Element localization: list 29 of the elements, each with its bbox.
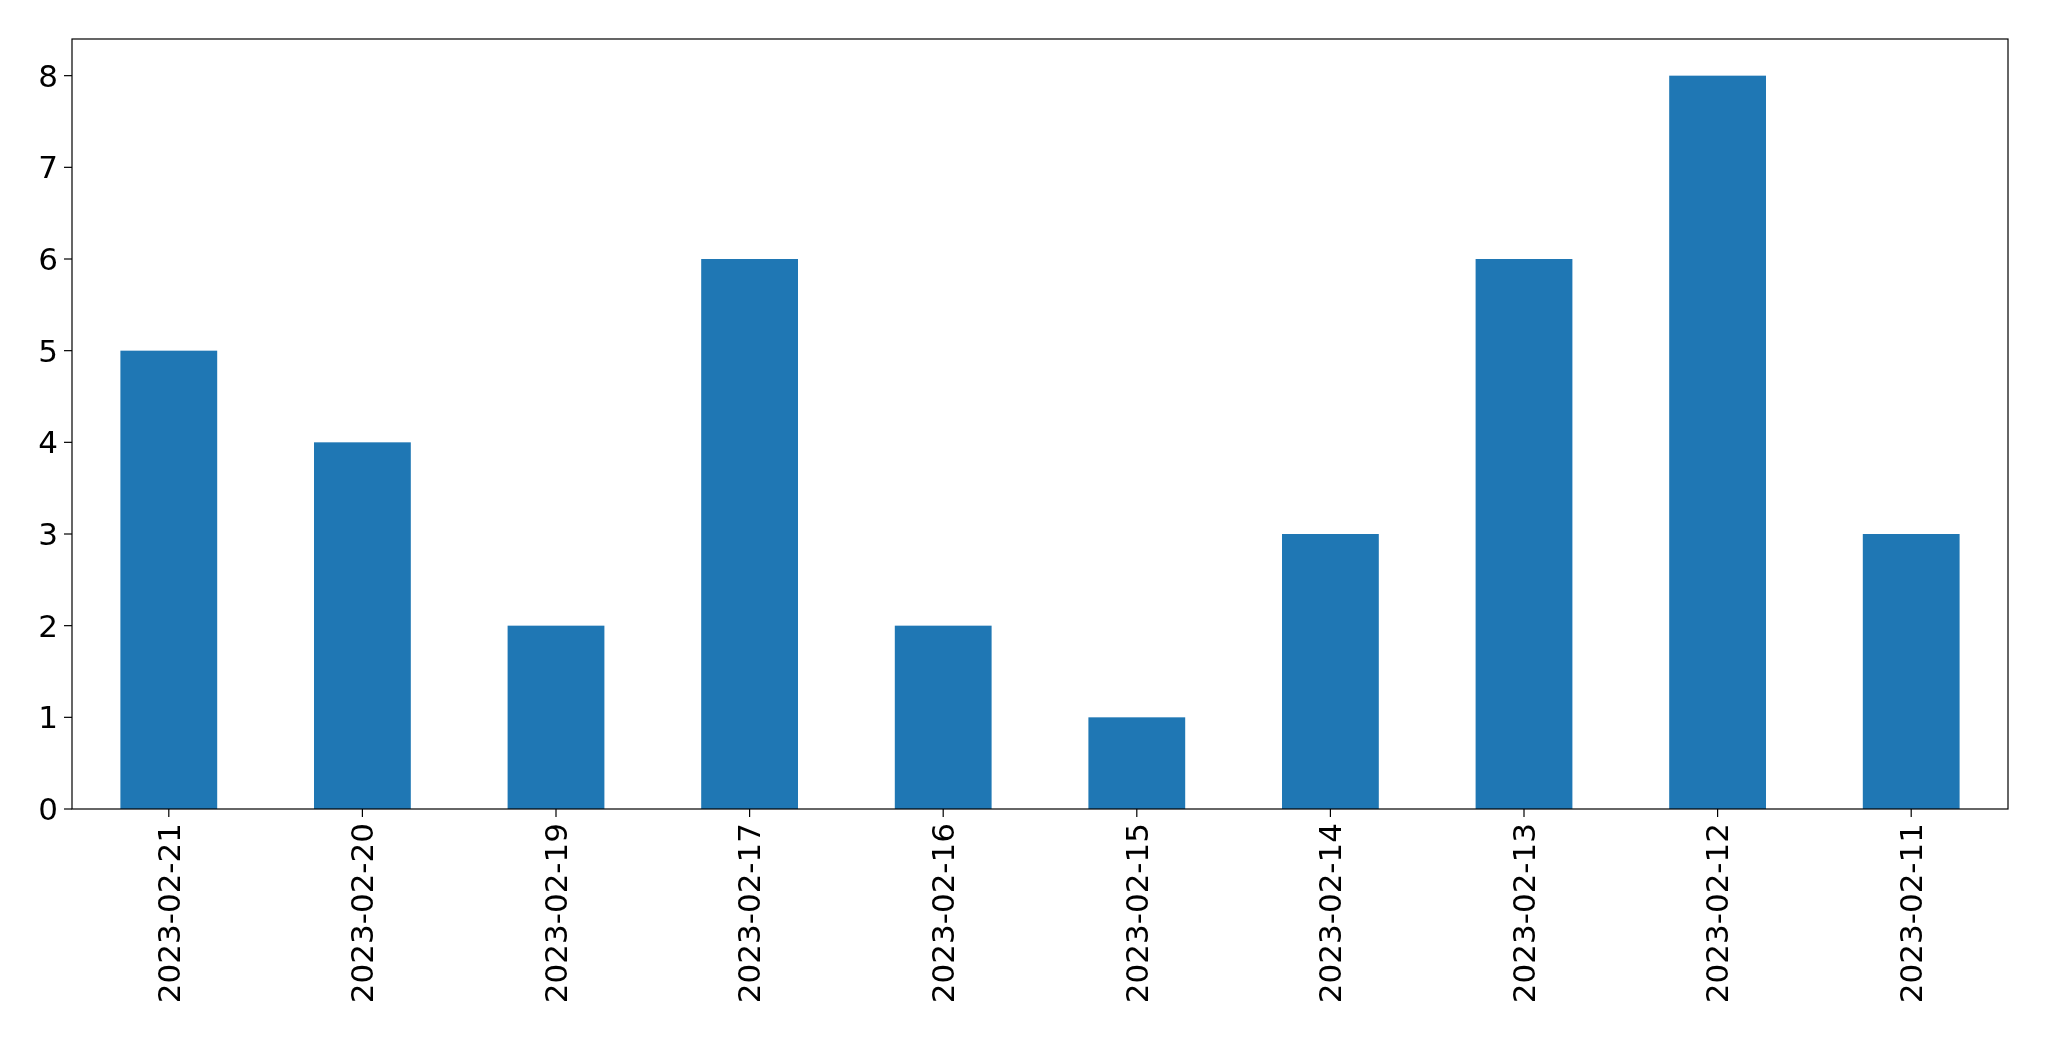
x-tick-label: 2023-02-13	[1505, 823, 1542, 1004]
x-tick-label: 2023-02-20	[344, 823, 381, 1004]
x-tick-label: 2023-02-16	[925, 823, 962, 1004]
x-tick-label: 2023-02-14	[1312, 823, 1349, 1004]
y-tick-label: 0	[38, 790, 58, 827]
x-tick-label: 2023-02-17	[731, 823, 768, 1004]
x-tick-label: 2023-02-21	[150, 823, 187, 1004]
y-tick-label: 6	[38, 240, 58, 277]
bar	[701, 259, 798, 809]
y-tick-label: 4	[38, 424, 58, 461]
bar	[1475, 259, 1573, 809]
bar	[1282, 534, 1379, 809]
bar	[1669, 75, 1766, 809]
bar	[894, 625, 992, 809]
x-tick-label: 2023-02-12	[1699, 823, 1736, 1004]
bar	[1088, 717, 1186, 809]
y-tick-label: 7	[38, 149, 58, 186]
y-tick-label: 2	[38, 607, 58, 644]
y-tick-label: 8	[38, 57, 58, 94]
bar	[314, 442, 411, 809]
bar	[507, 625, 605, 809]
y-tick-label: 3	[38, 515, 58, 552]
x-tick-label: 2023-02-15	[1118, 823, 1155, 1004]
y-tick-label: 1	[38, 699, 58, 736]
y-tick-label: 5	[38, 332, 58, 369]
bar	[1862, 534, 1960, 809]
bar	[120, 350, 218, 809]
x-tick-label: 2023-02-19	[537, 823, 574, 1004]
x-tick-label: 2023-02-11	[1893, 823, 1930, 1004]
